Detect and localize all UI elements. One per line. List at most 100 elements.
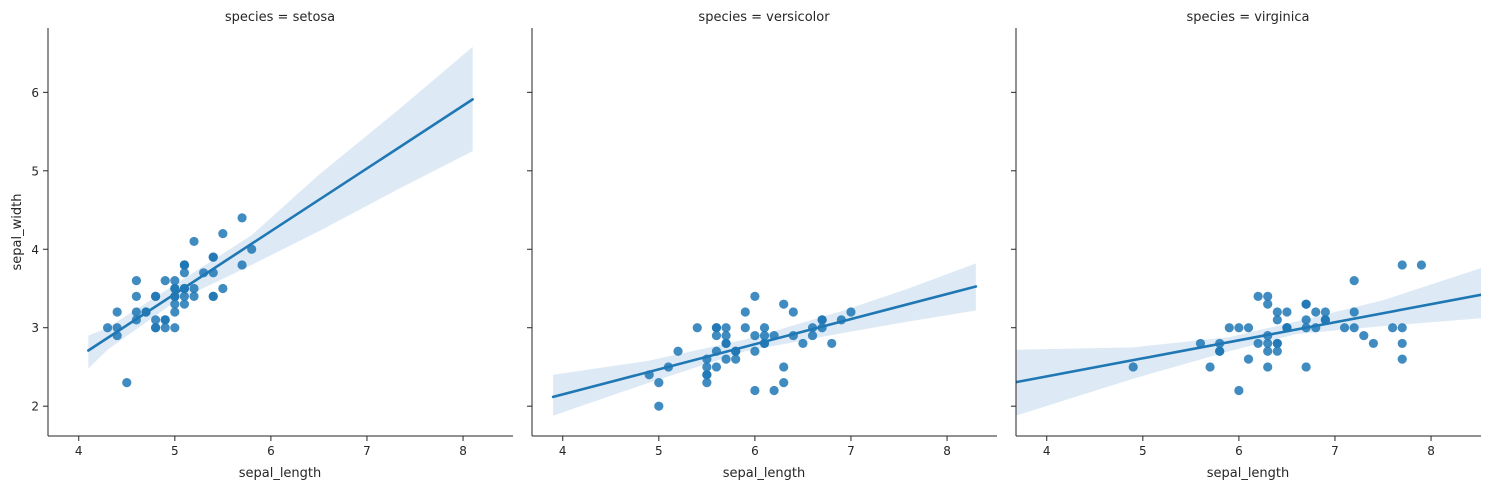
data-point (170, 283, 180, 294)
data-point (179, 299, 190, 309)
data-point (1320, 315, 1330, 325)
data-point (1388, 323, 1398, 333)
x-axis-label: sepal_length (723, 466, 806, 481)
data-point (1263, 346, 1273, 356)
data-point (798, 338, 808, 349)
data-point (1215, 346, 1225, 356)
data-point (779, 299, 789, 309)
data-point (692, 323, 702, 333)
data-point (807, 330, 818, 341)
data-point (1263, 299, 1273, 309)
plot-area (551, 263, 978, 416)
x-tick-label: 5 (171, 444, 179, 458)
data-point (740, 323, 750, 333)
data-point (1397, 323, 1407, 333)
x-tick-label: 8 (1427, 444, 1435, 458)
data-point (1263, 338, 1273, 349)
x-tick-label: 7 (363, 444, 371, 458)
data-point (1301, 299, 1311, 309)
data-point (1349, 307, 1359, 317)
data-point (160, 276, 170, 286)
data-point (721, 330, 731, 341)
x-tick-label: 7 (1331, 444, 1339, 458)
data-point (1311, 307, 1321, 317)
data-point (846, 307, 856, 317)
panel-versicolor: species = versicolor sepal_length 4 5 6 7 8 (527, 10, 997, 481)
data-point (779, 362, 789, 372)
data-point (1128, 362, 1138, 372)
data-point (189, 236, 199, 247)
data-point (1339, 323, 1350, 333)
data-point (654, 401, 664, 411)
data-point (179, 260, 190, 270)
data-point (673, 346, 683, 356)
data-point (769, 385, 779, 396)
data-point (750, 385, 760, 396)
plot-area (87, 46, 474, 388)
data-point (1272, 346, 1282, 356)
data-point (817, 315, 827, 325)
x-tick-label: 4 (1043, 444, 1051, 458)
data-point (170, 299, 180, 309)
scatter-points (1128, 260, 1427, 396)
data-point (1195, 338, 1206, 349)
data-point (237, 260, 247, 270)
x-tick-label: 8 (943, 444, 951, 458)
confidence-band (1016, 268, 1481, 416)
data-point (702, 362, 712, 372)
data-point (1368, 338, 1378, 349)
data-point (750, 291, 760, 301)
data-point (1359, 330, 1369, 341)
data-point (1301, 315, 1311, 325)
y-tick-label: 3 (31, 321, 39, 335)
y-axis-label: sepal_width (10, 194, 25, 271)
data-point (1243, 323, 1254, 333)
data-point (247, 244, 257, 254)
data-point (208, 252, 218, 262)
data-point (102, 323, 113, 333)
data-point (151, 323, 161, 333)
data-point (131, 307, 141, 317)
data-point (1416, 260, 1427, 270)
data-point (1272, 338, 1282, 349)
data-point (218, 283, 228, 294)
data-point (160, 323, 170, 333)
data-point (750, 346, 760, 356)
data-point (179, 268, 190, 278)
data-point (189, 283, 199, 294)
data-point (711, 330, 722, 341)
data-point (750, 330, 760, 341)
x-axis-label: sepal_length (1207, 466, 1290, 481)
y-tick-label: 5 (31, 164, 39, 178)
data-point (1397, 260, 1407, 270)
x-tick-label: 5 (1139, 444, 1147, 458)
data-point (1253, 291, 1263, 301)
data-point (131, 276, 141, 286)
data-point (1349, 276, 1359, 286)
data-point (170, 323, 180, 333)
data-point (1272, 315, 1282, 325)
data-point (1263, 291, 1273, 301)
data-point (1397, 354, 1407, 364)
data-point (702, 378, 712, 388)
data-point (131, 291, 141, 301)
panel-virginica: species = virginica sepal_length 4 5 6 7 8 (1011, 10, 1481, 481)
data-point (122, 378, 132, 388)
regression-line (551, 285, 978, 399)
data-point (1205, 362, 1215, 372)
confidence-band (88, 46, 473, 369)
x-tick-label: 6 (751, 444, 759, 458)
data-point (711, 323, 722, 333)
data-point (779, 378, 789, 388)
data-point (151, 315, 161, 325)
regression-line (1016, 293, 1481, 384)
data-point (1263, 362, 1273, 372)
data-point (170, 276, 180, 286)
y-tick-label: 2 (31, 400, 39, 414)
scatter-points (102, 213, 257, 388)
data-point (237, 213, 247, 223)
data-point (711, 362, 722, 372)
data-point (1301, 362, 1311, 372)
x-tick-label: 4 (559, 444, 567, 458)
